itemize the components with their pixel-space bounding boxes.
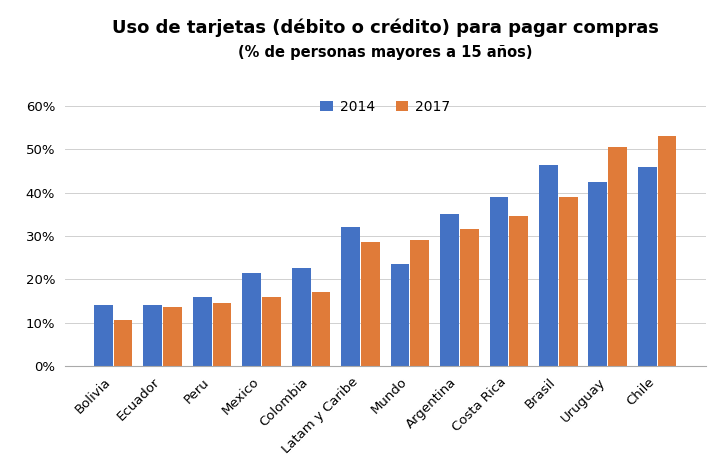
Bar — [212, 303, 231, 366]
Bar — [509, 217, 528, 366]
Bar — [559, 197, 577, 366]
Bar — [163, 307, 182, 366]
Bar — [588, 182, 607, 366]
Text: Uso de tarjetas (débito o crédito) para pagar compras: Uso de tarjetas (débito o crédito) para … — [112, 19, 659, 37]
Bar — [490, 197, 508, 366]
Bar — [539, 165, 558, 366]
Bar — [657, 136, 677, 366]
Bar — [143, 305, 162, 366]
Bar — [391, 264, 410, 366]
Bar — [193, 296, 212, 366]
Bar — [94, 305, 113, 366]
Text: (% de personas mayores a 15 años): (% de personas mayores a 15 años) — [238, 45, 533, 60]
Bar — [361, 242, 379, 366]
Bar — [608, 147, 627, 366]
Bar — [262, 296, 281, 366]
Bar — [114, 320, 132, 366]
Bar — [312, 292, 330, 366]
Bar — [460, 229, 479, 366]
Bar — [341, 227, 360, 366]
Legend: 2014, 2017: 2014, 2017 — [320, 100, 450, 114]
Bar — [638, 166, 657, 366]
Bar — [440, 214, 459, 366]
Bar — [292, 268, 310, 366]
Bar — [243, 273, 261, 366]
Bar — [410, 240, 429, 366]
